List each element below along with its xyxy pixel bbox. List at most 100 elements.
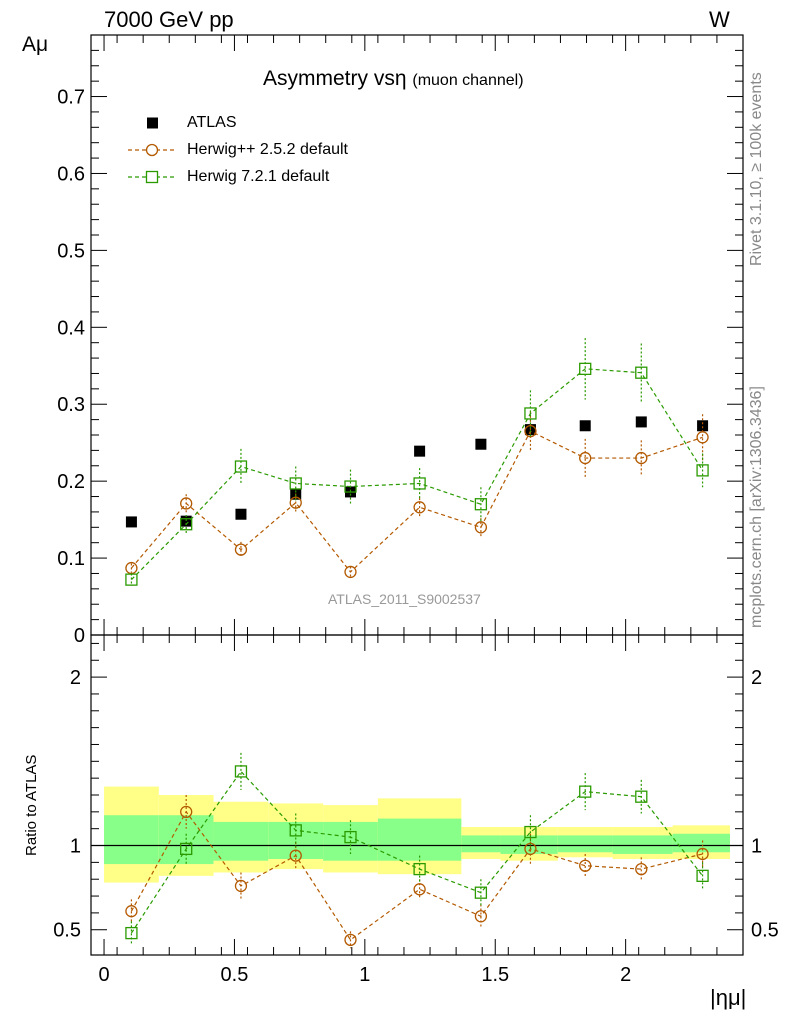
main-series-2-point xyxy=(524,407,537,420)
header-process: W xyxy=(709,7,730,32)
band-inner xyxy=(461,835,501,853)
legend-label-herwig252: Herwig++ 2.5.2 default xyxy=(187,141,348,158)
main-series-2-point xyxy=(234,460,248,473)
main-series-2-point xyxy=(180,518,193,531)
main-series-2-point xyxy=(579,362,592,375)
legend-marker xyxy=(147,117,158,129)
x-axis-label-text: |ημ| xyxy=(710,985,747,1010)
title-text: Asymmetry vsη xyxy=(263,67,407,90)
legend-marker xyxy=(145,143,159,157)
main-series-0-point xyxy=(635,416,647,428)
main-series-0-point xyxy=(579,420,591,432)
ratio-series-1-point xyxy=(524,825,537,839)
x-tick-label: 0.5 xyxy=(221,964,249,986)
ratio-series-0-point xyxy=(635,862,648,876)
legend-label-herwig721: Herwig 7.2.1 default xyxy=(187,168,330,185)
main-series-2-point xyxy=(289,477,302,490)
ratio-series-0-point xyxy=(579,859,592,872)
ratio-series-0-point xyxy=(696,847,709,861)
main-series-1-point xyxy=(696,431,709,444)
ratio-series-0-point xyxy=(474,910,488,923)
band-inner xyxy=(557,835,613,853)
y-axis-label-top: Aμ xyxy=(22,34,48,55)
ratio-y-tick-label: 2 xyxy=(70,667,81,689)
main-series-1-point xyxy=(180,497,193,510)
ratio-y-tick-label: 1 xyxy=(70,836,81,858)
main-title: Asymmetry vsη (muon channel) xyxy=(263,67,524,91)
ratio-series-1-point xyxy=(413,862,426,876)
watermark: ATLAS_2011_S9002537 xyxy=(328,591,481,607)
main-series-2-point xyxy=(413,477,426,490)
mcplots-label: mcplots.cern.ch [arXiv:1306.3436] xyxy=(748,386,765,628)
y-tick-label: 0.3 xyxy=(57,394,85,416)
ratio-series-0-point xyxy=(289,849,302,862)
x-tick-label: 2 xyxy=(620,964,631,986)
band-inner xyxy=(268,821,324,859)
ratio-series-0-point xyxy=(125,905,138,918)
band-inner xyxy=(104,815,159,865)
band-inner xyxy=(377,818,462,861)
main-series-0-point xyxy=(697,420,709,432)
x-tick-label: 1.5 xyxy=(481,964,509,986)
ratio-series-1-point xyxy=(234,765,248,778)
ratio-y-tick-label-right: 2 xyxy=(751,667,762,689)
main-series-0-point xyxy=(475,438,487,450)
main-series-0-point xyxy=(414,445,426,457)
y-tick-label: 0.1 xyxy=(57,548,85,570)
ratio-series-1-point xyxy=(289,824,302,837)
y-tick-label: 0.7 xyxy=(57,87,85,109)
ratio-series-1-point xyxy=(180,842,193,856)
ratio-y-tick-label-right: 1 xyxy=(751,836,762,858)
y-axis-label-ratio: Ratio to ATLAS xyxy=(23,755,40,856)
main-series-0-point xyxy=(235,508,247,520)
band-inner xyxy=(612,835,673,854)
ratio-series-0-line xyxy=(130,810,703,941)
main-series-1-point xyxy=(635,451,648,465)
ratio-series-1-point xyxy=(125,926,138,940)
main-series-1-point xyxy=(579,451,592,465)
title-sub: (muon channel) xyxy=(412,72,524,89)
ratio-y-tick-label-right: 0.5 xyxy=(751,920,779,942)
ratio-y-tick-label: 0.5 xyxy=(53,920,81,942)
y-axis-label-text: Aμ xyxy=(22,33,49,56)
band-inner xyxy=(500,835,558,854)
ratio-series-1-point xyxy=(635,790,648,803)
header-energy: 7000 GeV pp xyxy=(104,7,234,32)
main-series-2-point xyxy=(344,480,357,493)
y-tick-label: 0.4 xyxy=(57,317,85,339)
main-series-0-point xyxy=(125,516,137,528)
y-tick-label: 0.5 xyxy=(57,240,85,262)
x-tick-label: 0 xyxy=(98,964,109,986)
y-tick-label: 0 xyxy=(74,625,85,647)
band-inner xyxy=(672,833,730,853)
ratio-series-1-point xyxy=(579,785,592,798)
ratio-series-0-point xyxy=(180,805,193,818)
main-series-2-point xyxy=(635,366,648,379)
main-series-2-point xyxy=(696,464,709,477)
ratio-series-1-point xyxy=(344,830,357,844)
main-series-1-point xyxy=(524,425,537,438)
main-series-1-point xyxy=(234,543,248,556)
ratio-series-0-point xyxy=(344,933,357,946)
main-series-1-point xyxy=(413,501,426,514)
main-series-2-point xyxy=(474,498,488,511)
ratio-series-0-point xyxy=(413,883,426,896)
legend-marker xyxy=(145,170,159,184)
rivet-label: Rivet 3.1.10, ≥ 100k events xyxy=(748,72,765,266)
main-series-1-point xyxy=(344,565,357,579)
ratio-series-1-point xyxy=(474,886,488,899)
ratio-series-0-point xyxy=(234,879,248,893)
main-series-2-point xyxy=(125,573,138,586)
main-series-2-line xyxy=(130,368,704,581)
main-series-1-point xyxy=(289,496,302,509)
ratio-label-text: Ratio to ATLAS xyxy=(23,754,40,856)
main-series-1-point xyxy=(474,521,488,534)
ratio-series-1-point xyxy=(696,869,709,882)
band-inner xyxy=(213,821,269,861)
y-tick-label: 0.2 xyxy=(57,471,85,493)
legend-label-atlas: ATLAS xyxy=(187,114,237,131)
main-series-0-point xyxy=(180,515,192,527)
x-tick-label: 1 xyxy=(359,964,370,986)
x-axis-label: |ημ| xyxy=(710,985,746,1011)
